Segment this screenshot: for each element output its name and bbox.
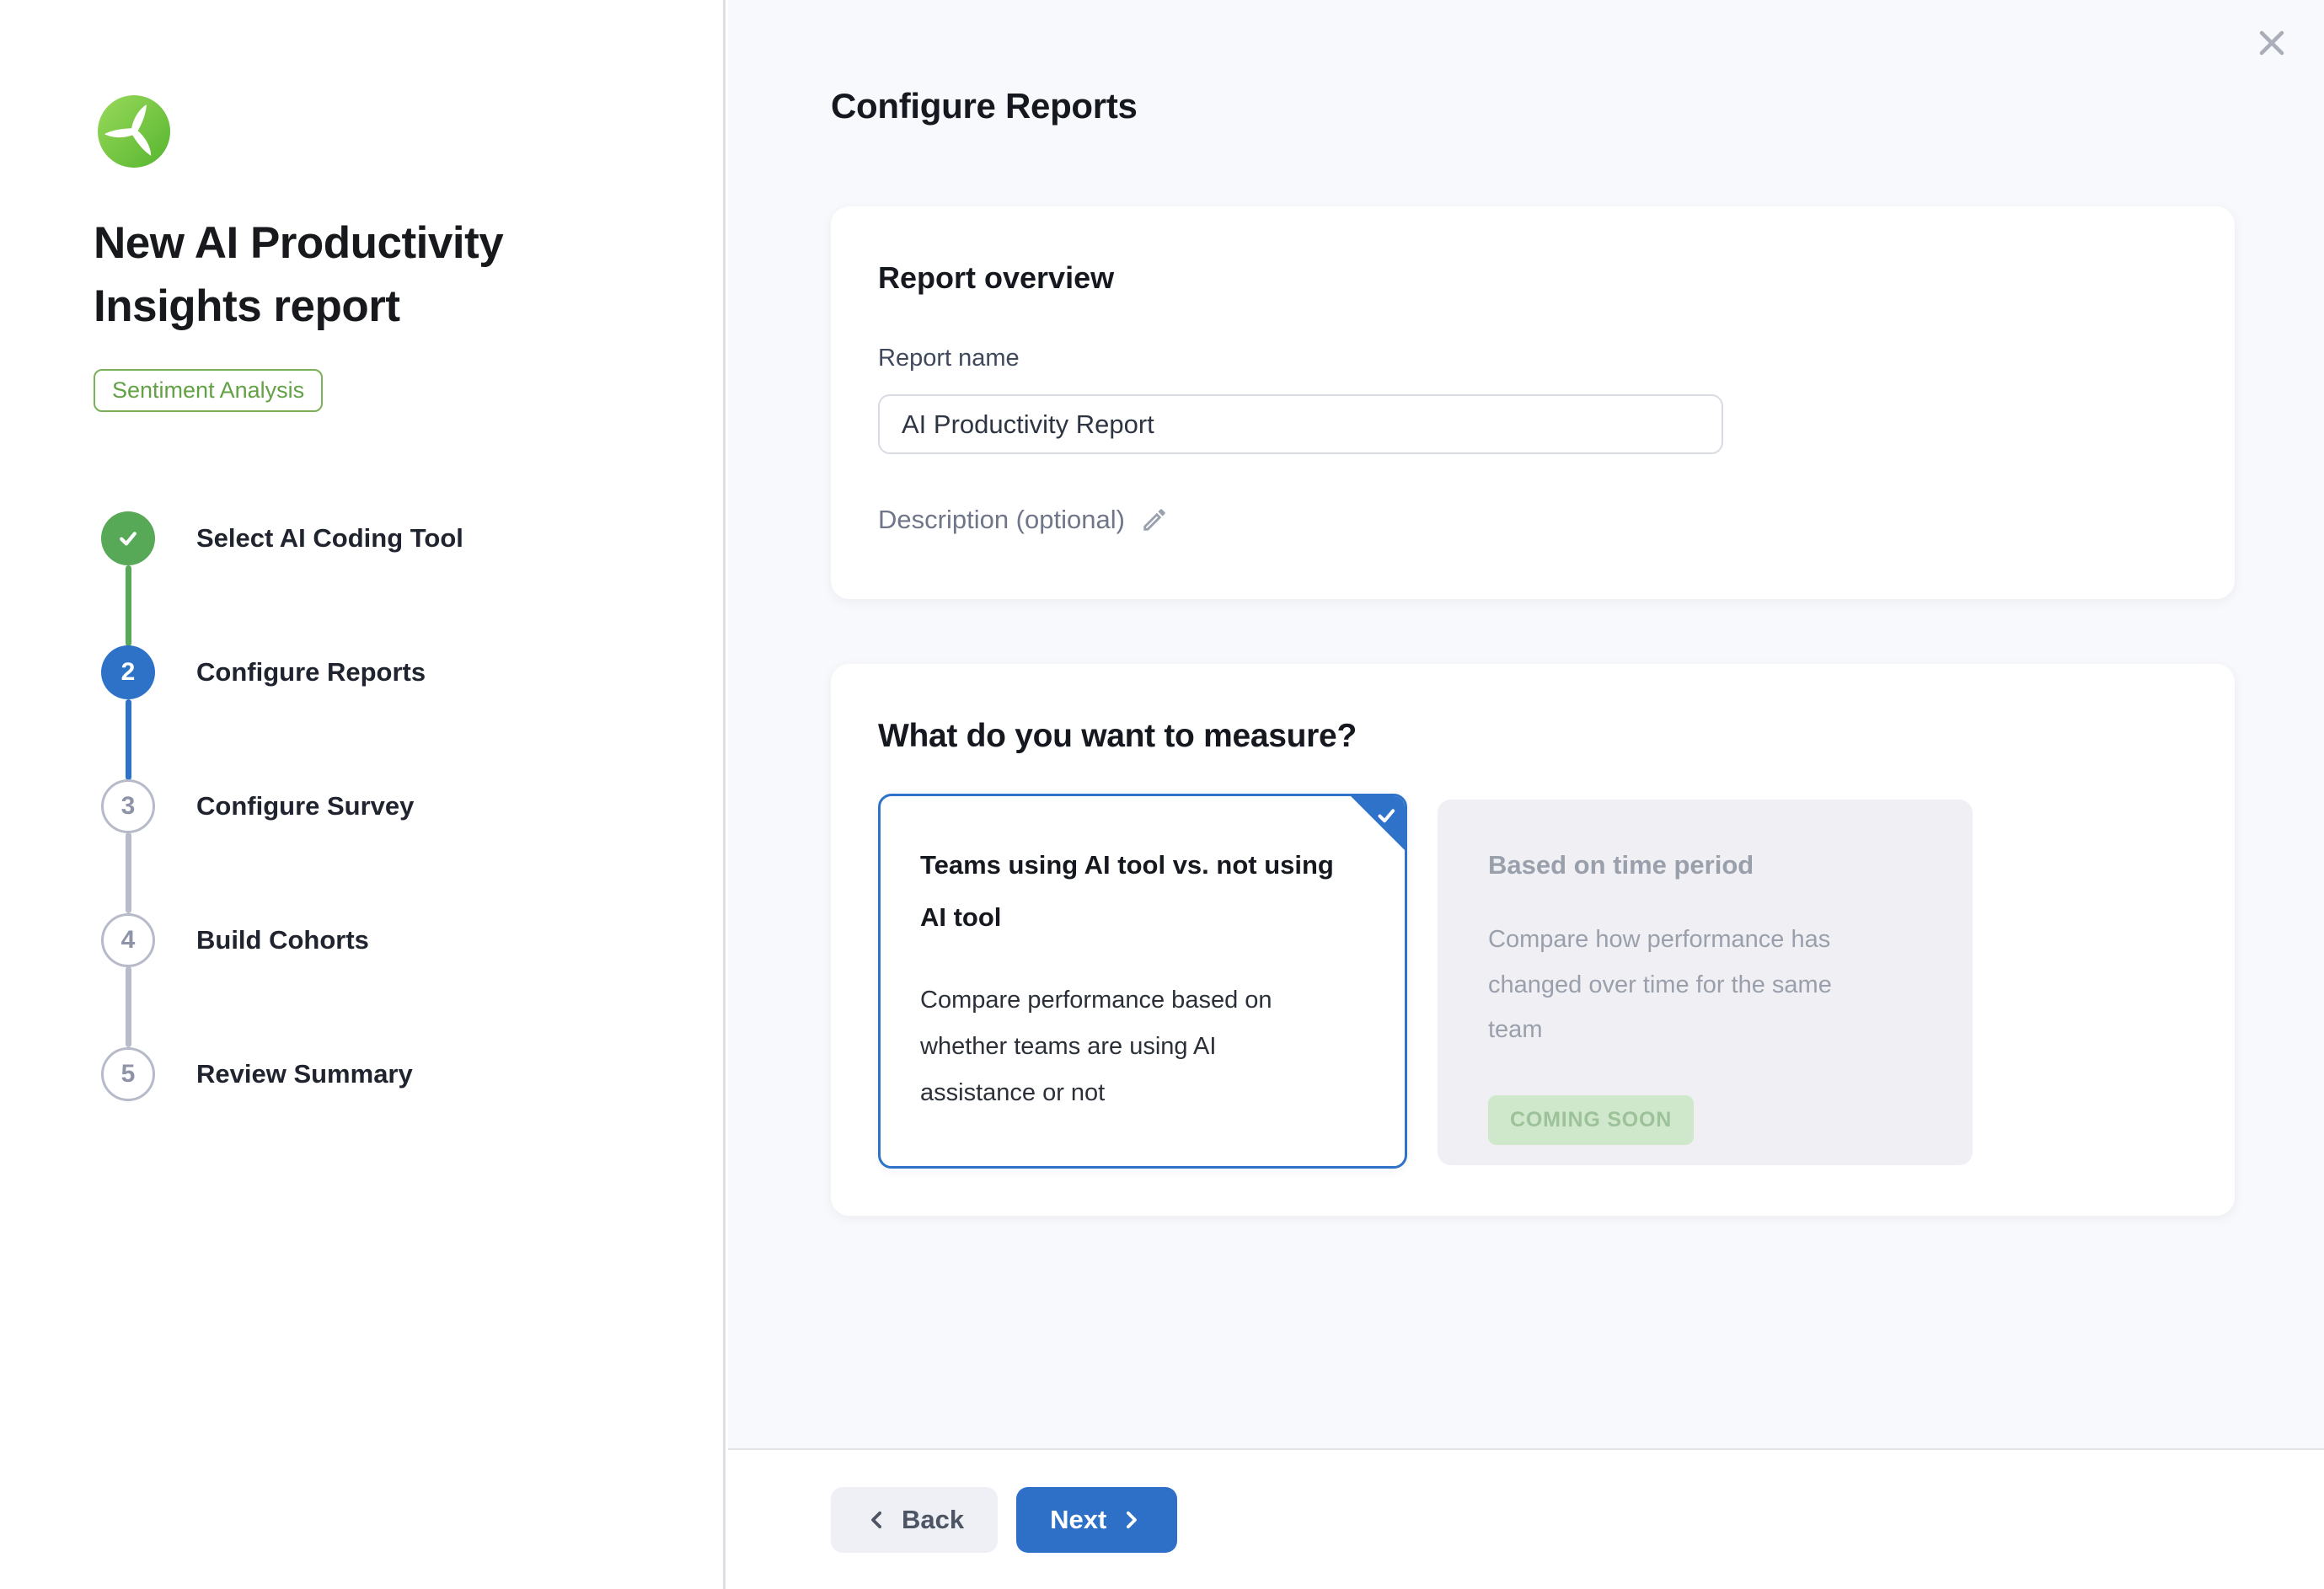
description-label: Description (optional): [878, 505, 1125, 534]
option-description: Compare performance based on whether tea…: [920, 987, 1272, 1107]
chevron-right-icon: [1127, 1511, 1138, 1528]
step-number: 4: [101, 912, 155, 967]
step-label: Configure Reports: [196, 656, 426, 687]
selected-corner-ribbon: [1350, 796, 1405, 851]
step-number: 5: [101, 1046, 155, 1101]
option-time-period: Based on time period Compare how perform…: [1438, 800, 1973, 1165]
coming-soon-badge: COMING SOON: [1488, 1094, 1695, 1145]
report-overview-title: Report overview: [878, 260, 1115, 295]
step-item-review-summary: 5 Review Summary: [101, 1046, 689, 1101]
step-item-configure-reports[interactable]: 2 Configure Reports: [101, 645, 689, 699]
step-number-active: 2: [101, 645, 155, 699]
step-connector-2-3: [126, 698, 131, 780]
next-button[interactable]: Next: [1016, 1486, 1178, 1553]
step-label: Configure Survey: [196, 790, 415, 821]
configure-reports-panel: Configure Reports Report overview Report…: [728, 0, 2324, 1589]
step-item-build-cohorts: 4 Build Cohorts: [101, 912, 689, 967]
chevron-left-icon: [871, 1511, 881, 1528]
measure-selection-card: What do you want to measure? Teams using…: [831, 664, 2235, 1216]
page-title: Configure Reports: [831, 86, 1138, 126]
measure-question-title: What do you want to measure?: [878, 718, 1357, 754]
back-button[interactable]: Back: [831, 1486, 999, 1553]
step-label: Select AI Coding Tool: [196, 522, 463, 553]
back-button-label: Back: [902, 1504, 965, 1534]
wizard-sidebar: New AI Productivity Insights report Sent…: [0, 0, 726, 1589]
report-name-input[interactable]: [878, 394, 1723, 454]
measure-options: Teams using AI tool vs. not using AI too…: [878, 794, 2187, 1169]
option-title: Based on time period: [1488, 850, 1754, 880]
step-label: Build Cohorts: [196, 924, 369, 955]
report-overview-card: Report overview Report name Description …: [831, 206, 2235, 599]
close-icon[interactable]: [2252, 24, 2292, 64]
option-title: Teams using AI tool vs. not using AI too…: [920, 850, 1334, 932]
add-description-control[interactable]: Description (optional): [878, 505, 1169, 535]
step-number: 3: [101, 778, 155, 833]
step-connector-1-2: [126, 564, 131, 646]
edit-pencil-icon: [1143, 509, 1165, 531]
step-connector-3-4: [126, 832, 131, 913]
next-button-label: Next: [1050, 1504, 1107, 1534]
report-name-label: Report name: [878, 345, 1020, 372]
step-connector-4-5: [126, 966, 131, 1047]
option-teams-vs-no-ai[interactable]: Teams using AI tool vs. not using AI too…: [878, 794, 1407, 1169]
app-logo-propeller-icon: [98, 95, 170, 168]
selected-check-icon: [1378, 809, 1395, 823]
step-complete-check-icon: [101, 511, 155, 565]
wizard-footer: Back Next: [728, 1448, 2324, 1589]
wizard-stepper: Select AI Coding Tool 2 Configure Report…: [101, 511, 689, 1101]
wizard-title: New AI Productivity Insights report: [94, 218, 504, 332]
step-label: Review Summary: [196, 1058, 413, 1089]
option-description: Compare how performance has changed over…: [1488, 926, 1832, 1044]
step-item-configure-survey: 3 Configure Survey: [101, 778, 689, 833]
step-item-select-ai-coding-tool[interactable]: Select AI Coding Tool: [101, 511, 689, 565]
report-type-badge: Sentiment Analysis: [94, 368, 324, 412]
